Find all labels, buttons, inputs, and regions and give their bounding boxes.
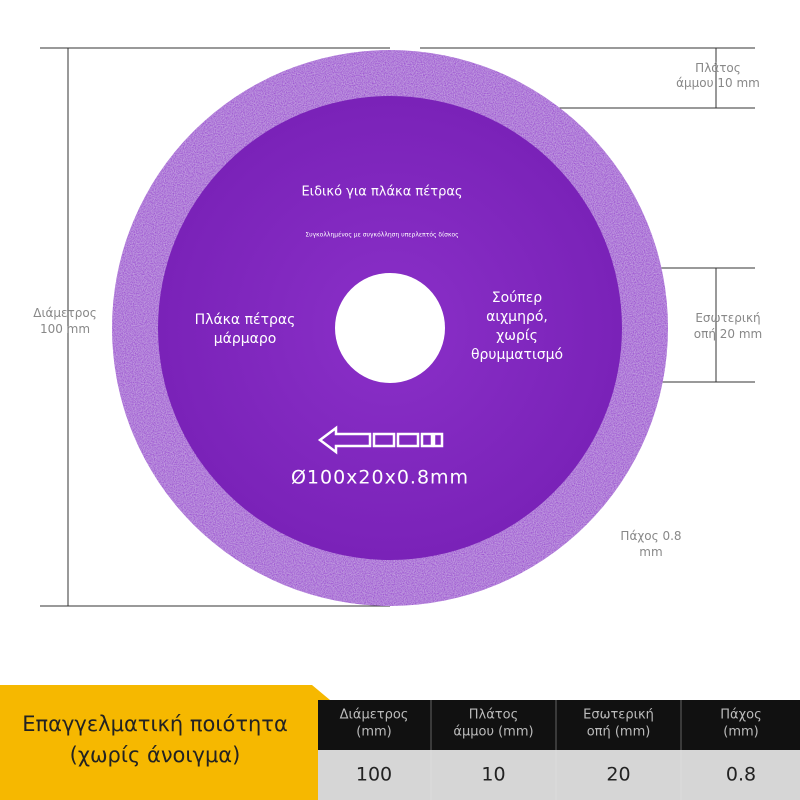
disc	[112, 50, 668, 606]
disc-subtitle: Συγκολλημένος με συγκόλληση υπερλεπτός δ…	[305, 232, 458, 239]
disc-size: Ø100x20x0.8mm	[291, 467, 469, 489]
table-header: Εσωτερική	[583, 708, 654, 723]
table-value-cell	[432, 750, 555, 800]
table-value: 10	[481, 764, 505, 786]
table-value: 100	[356, 764, 392, 786]
banner-line-2: (χωρίς άνοιγμα)	[70, 743, 241, 767]
table-value-cell	[318, 750, 430, 800]
table-value: 0.8	[726, 764, 756, 786]
rim-width-label: Πλάτος άμμου 10 mm	[676, 61, 760, 90]
disc-right-text: Σούπερ αιχμηρό, χωρίς θρυμματισμό	[471, 290, 563, 363]
table-header-cell	[557, 700, 680, 750]
table-header: (mm)	[356, 725, 391, 740]
table-header: Πάχος	[720, 708, 761, 723]
table-header: άμμου (mm)	[453, 725, 533, 740]
table-header: οπή (mm)	[587, 725, 651, 740]
banner-highlight	[0, 685, 330, 800]
table-value-cell	[557, 750, 680, 800]
disc-title: Ειδικό για πλάκα πέτρας	[301, 185, 462, 200]
spec-table: Διάμετρος (mm) 100 Πλάτος άμμου (mm) 10 Εσωτερ…	[318, 700, 800, 800]
table-header: Διάμετρος	[340, 708, 409, 723]
diameter-label: Διάμετρος 100 mm	[33, 306, 97, 336]
table-header-cell	[432, 700, 555, 750]
table-header-cell	[318, 700, 430, 750]
table-header-cell	[682, 700, 800, 750]
banner-line-1: Επαγγελματική ποιότητα	[22, 712, 288, 736]
thickness-label: Πάχος 0.8 mm	[620, 529, 681, 559]
disc-left-text: Πλάκα πέτρας μάρμαρο	[195, 312, 296, 347]
table-value: 20	[606, 764, 630, 786]
table-header: (mm)	[723, 725, 758, 740]
table-value-cell	[682, 750, 800, 800]
inner-hole-label: Εσωτερική οπή 20 mm	[694, 311, 762, 341]
table-header: Πλάτος	[469, 708, 518, 723]
